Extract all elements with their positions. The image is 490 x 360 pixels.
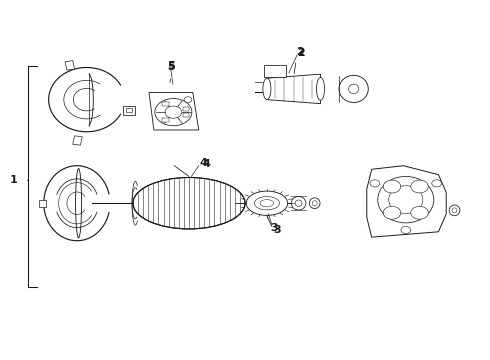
Text: 5: 5 <box>167 62 175 71</box>
Polygon shape <box>367 166 446 237</box>
Circle shape <box>411 180 428 193</box>
Ellipse shape <box>291 197 306 210</box>
Text: 1: 1 <box>10 175 18 185</box>
Ellipse shape <box>260 199 274 207</box>
Ellipse shape <box>312 201 317 206</box>
Circle shape <box>165 106 182 118</box>
Bar <box>162 118 169 122</box>
Bar <box>122 106 135 115</box>
Text: 4: 4 <box>199 158 208 168</box>
Bar <box>183 113 190 117</box>
Ellipse shape <box>246 191 288 215</box>
Circle shape <box>401 226 411 234</box>
Ellipse shape <box>378 176 434 223</box>
Circle shape <box>411 206 428 219</box>
Bar <box>65 61 74 70</box>
Bar <box>183 107 190 111</box>
Ellipse shape <box>452 208 457 213</box>
Text: 3: 3 <box>273 225 280 235</box>
Text: 5: 5 <box>167 63 175 72</box>
Circle shape <box>432 180 441 187</box>
Ellipse shape <box>339 75 368 103</box>
Text: 3: 3 <box>270 223 278 233</box>
Circle shape <box>383 180 401 193</box>
Text: 2: 2 <box>297 48 305 58</box>
Ellipse shape <box>449 205 460 216</box>
Polygon shape <box>44 166 109 241</box>
Ellipse shape <box>295 200 302 206</box>
Bar <box>39 200 46 207</box>
Bar <box>73 136 82 145</box>
Ellipse shape <box>309 198 320 208</box>
Circle shape <box>370 180 380 187</box>
Ellipse shape <box>389 186 423 213</box>
Circle shape <box>383 206 401 219</box>
Ellipse shape <box>348 84 359 94</box>
Ellipse shape <box>263 78 271 100</box>
Polygon shape <box>264 65 286 77</box>
Circle shape <box>155 99 192 126</box>
Bar <box>126 108 132 112</box>
Text: 2: 2 <box>295 47 303 57</box>
Circle shape <box>184 97 192 103</box>
Ellipse shape <box>317 77 324 100</box>
Bar <box>162 103 169 106</box>
Ellipse shape <box>133 177 245 229</box>
Ellipse shape <box>75 168 81 238</box>
Text: 4: 4 <box>202 159 210 169</box>
Ellipse shape <box>254 197 279 210</box>
Polygon shape <box>267 74 320 104</box>
Polygon shape <box>149 93 199 130</box>
